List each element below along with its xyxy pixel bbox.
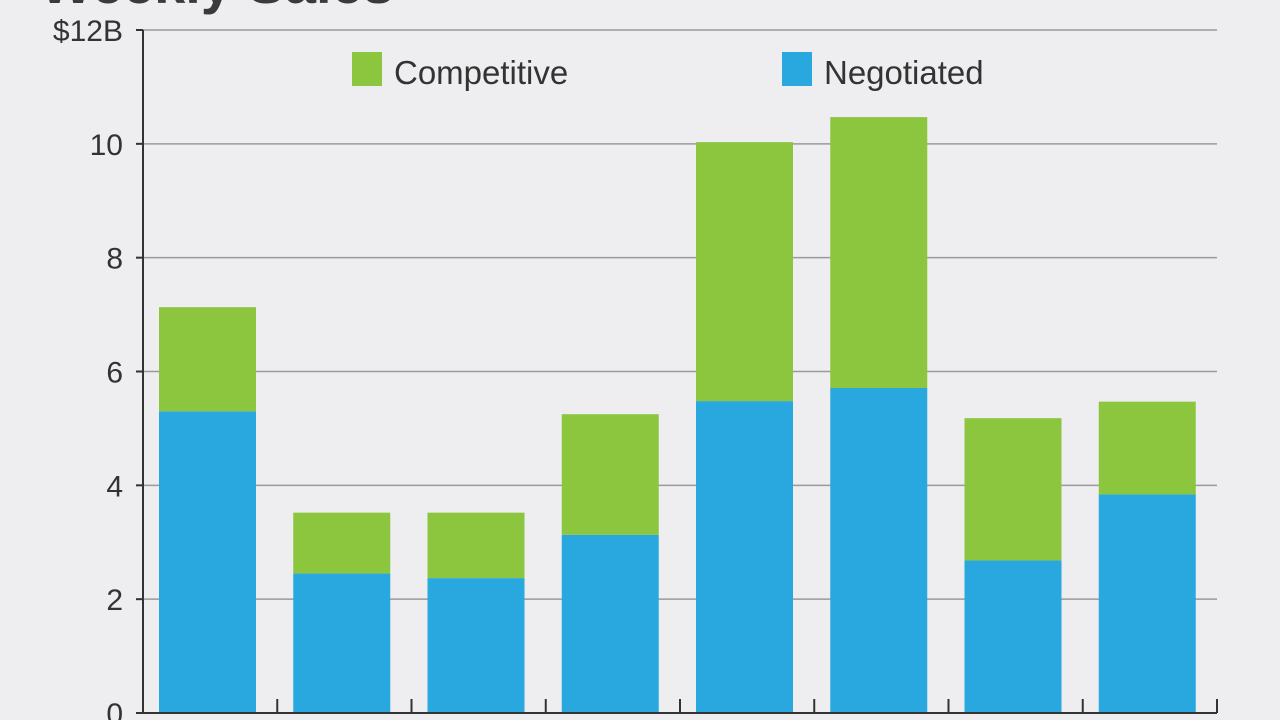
y-tick-label: 6	[106, 357, 123, 390]
bar-competitive-4	[561, 414, 659, 535]
bar-competitive-6	[830, 117, 928, 389]
y-tick-label: 10	[90, 129, 123, 162]
bar-competitive-1	[159, 307, 256, 412]
y-tick-label: 0	[106, 698, 123, 720]
legend-label-competitive: Competitive	[394, 54, 568, 91]
axes	[142, 30, 1218, 714]
y-tick-label: $12B	[53, 15, 123, 48]
bar-negotiated-8	[1098, 494, 1196, 713]
bar-competitive-7	[964, 418, 1062, 561]
y-axis-ticks: 0 2 4 6 8 10 $12B	[53, 15, 143, 720]
bar-competitive-5	[696, 142, 793, 402]
y-tick-label: 4	[106, 470, 123, 503]
bar-negotiated-6	[830, 388, 928, 713]
bar-negotiated-2	[293, 573, 391, 713]
bar-negotiated-3	[427, 578, 525, 713]
bar-negotiated-1	[159, 411, 256, 713]
bar-negotiated-4	[561, 534, 659, 713]
legend-label-negotiated: Negotiated	[824, 54, 984, 91]
y-tick-label: 2	[106, 584, 123, 617]
y-tick-label: 8	[106, 243, 123, 276]
bars	[159, 117, 1196, 713]
bar-negotiated-7	[964, 560, 1062, 713]
legend-swatch-negotiated	[782, 52, 812, 86]
bar-competitive-3	[427, 512, 525, 579]
bar-competitive-8	[1098, 401, 1196, 495]
chart-title: Weekly Sales	[40, 0, 394, 15]
bar-competitive-2	[293, 512, 391, 574]
legend-swatch-competitive	[352, 52, 382, 86]
bar-negotiated-5	[696, 401, 793, 713]
legend: Competitive Negotiated	[352, 52, 984, 91]
